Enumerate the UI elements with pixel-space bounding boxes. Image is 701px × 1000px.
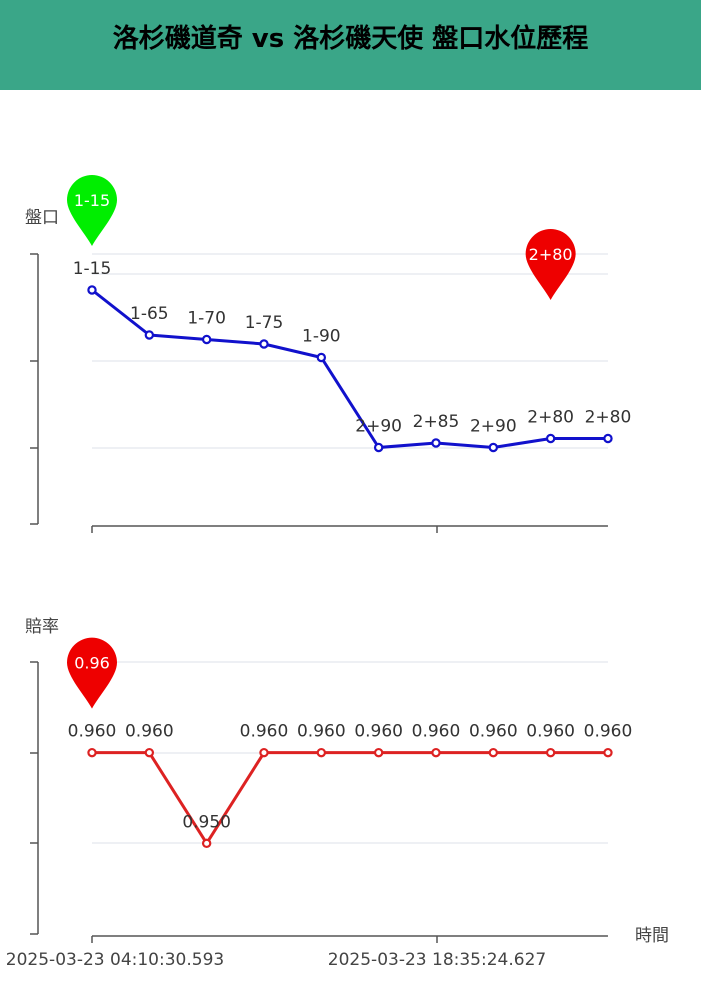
- data-label: 2+80: [527, 408, 574, 428]
- data-label: 0.960: [297, 722, 346, 742]
- marker-pin: [67, 637, 117, 709]
- data-point: [603, 747, 613, 758]
- data-point: [373, 442, 384, 453]
- x-tick-label: 2025-03-23 04:10:30.593: [6, 950, 224, 970]
- data-point: [316, 747, 327, 758]
- data-label: 2+85: [413, 412, 460, 432]
- data-point: [87, 285, 97, 295]
- series-line: [92, 751, 608, 845]
- data-point: [431, 747, 441, 758]
- data-point: [144, 330, 155, 340]
- data-label: 1-90: [302, 327, 341, 347]
- data-label: 1-70: [187, 309, 226, 329]
- y-axis-label: 盤口: [25, 208, 59, 228]
- marker-label: 2+80: [529, 245, 573, 264]
- data-label: 0.950: [182, 812, 231, 832]
- data-label: 2+90: [355, 417, 402, 437]
- data-point: [603, 433, 613, 444]
- data-label: 1-15: [73, 259, 112, 279]
- data-label: 1-65: [130, 304, 169, 324]
- data-point: [144, 747, 155, 758]
- data-label: 0.960: [412, 722, 461, 742]
- data-label: 1-75: [245, 313, 284, 333]
- data-point: [488, 442, 499, 453]
- marker-label: 1-15: [74, 191, 110, 210]
- data-label: 0.960: [68, 722, 117, 742]
- x-axis-label: 時間: [635, 926, 669, 946]
- odds-chart: 賠率 0.960 0.960 0.950 0.960 0.960 0.960 0.960 0.9…: [6, 617, 669, 970]
- series-line: [91, 288, 608, 449]
- page-title: 洛杉磯道奇 vs 洛杉磯天使 盤口水位歷程: [112, 24, 589, 54]
- data-point: [545, 747, 556, 758]
- data-label: 2+90: [470, 417, 517, 437]
- header-bar: 洛杉磯道奇 vs 洛杉磯天使 盤口水位歷程: [0, 0, 701, 90]
- data-point: [87, 747, 97, 758]
- data-point: [373, 747, 384, 758]
- data-label: 2+80: [585, 408, 632, 428]
- data-point: [316, 352, 327, 363]
- marker-pin: [525, 229, 576, 300]
- data-label: 0.960: [240, 722, 289, 742]
- x-tick-label: 2025-03-23 18:35:24.627: [328, 950, 546, 970]
- data-label: 0.960: [526, 722, 575, 742]
- data-point: [259, 747, 269, 758]
- data-point: [431, 438, 441, 448]
- marker-pin: [67, 175, 117, 246]
- data-point: [488, 747, 499, 758]
- data-label: 0.960: [584, 722, 633, 742]
- data-point: [259, 339, 269, 349]
- marker-label: 0.96: [74, 654, 110, 673]
- data-point: [201, 334, 212, 345]
- y-axis-label: 賠率: [25, 617, 59, 637]
- data-label: 0.960: [469, 722, 518, 742]
- data-point: [545, 433, 556, 444]
- handicap-chart: 盤口 1-15 1-65 1-70 1-75 1-90 2+90 2+85 2+90 2+80 2+…: [25, 175, 631, 533]
- data-label: 0.960: [125, 722, 174, 742]
- data-label: 0.960: [354, 722, 403, 742]
- data-point: [201, 838, 212, 849]
